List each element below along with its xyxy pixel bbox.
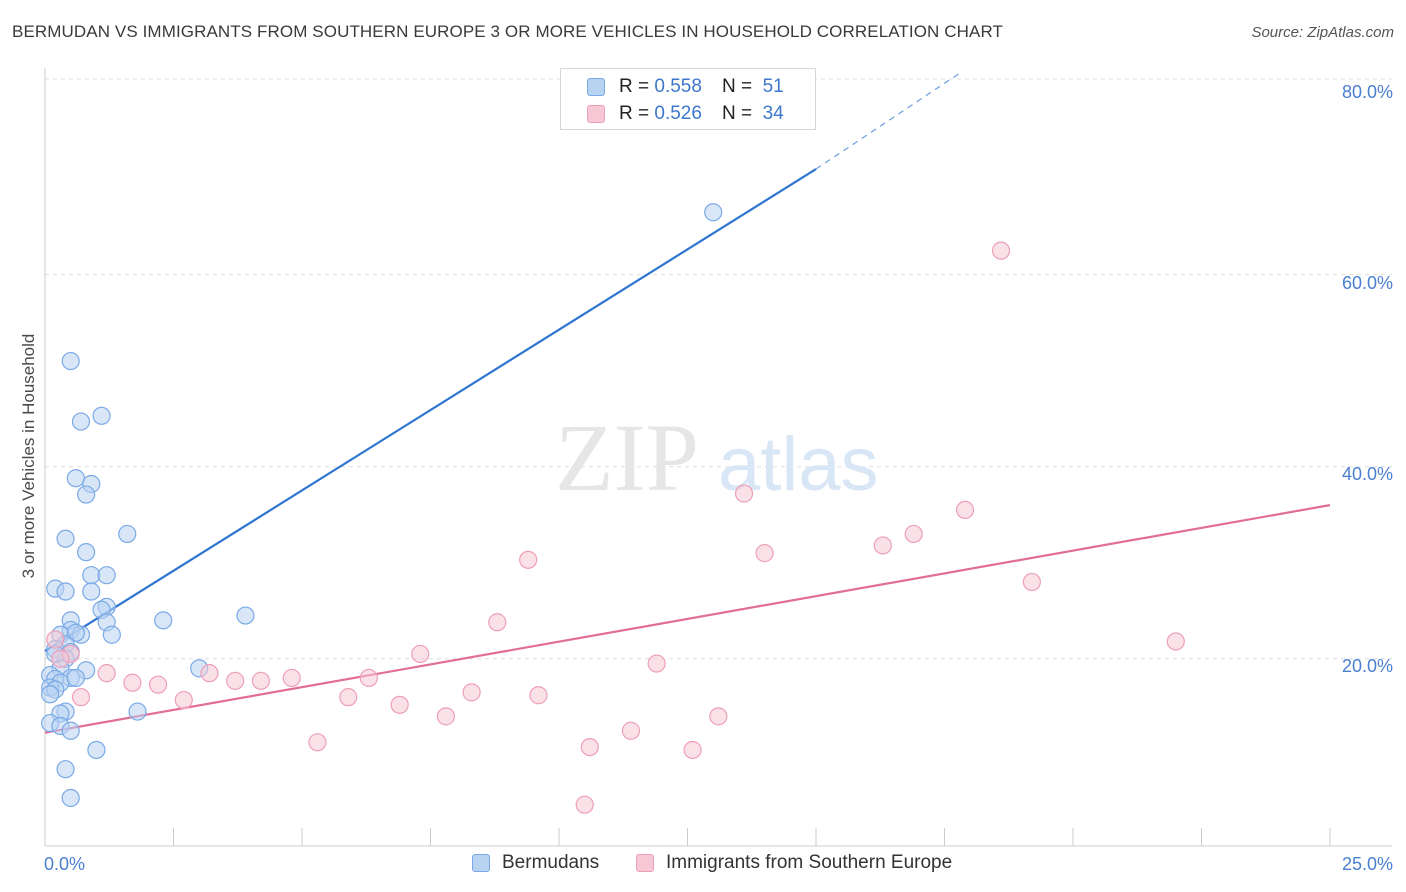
legend-n-value: 34	[762, 103, 784, 124]
immigrant-point	[755, 544, 774, 563]
immigrant-point	[123, 673, 142, 692]
bermudan-point	[92, 406, 111, 425]
immigrant-point	[390, 695, 409, 714]
immigrant-point	[200, 664, 219, 683]
y-tick-label: 40.0%	[1342, 464, 1393, 484]
bermudan-point	[128, 702, 147, 721]
bermudan-point	[82, 582, 101, 601]
bermudan-point	[61, 351, 80, 371]
legend-label-bermudans: Bermudans	[502, 852, 600, 873]
legend-swatch-blue	[472, 854, 490, 872]
bermudan-point	[61, 788, 80, 808]
immigrant-point	[71, 688, 91, 707]
y-axis-label: 3 or more Vehicles in Household	[19, 334, 38, 579]
bermudan-point	[97, 566, 116, 585]
legend-n-label: N =	[721, 76, 753, 97]
bermudan-point	[154, 611, 173, 630]
stats-legend: R = 0.558 N = 51 R = 0.526 N = 34	[560, 68, 816, 130]
y-tick-label: 20.0%	[1342, 656, 1393, 676]
bermudan-point	[77, 485, 96, 504]
legend-n-label: N =	[721, 103, 753, 124]
immigrant-point	[529, 686, 548, 705]
chart-title: BERMUDAN VS IMMIGRANTS FROM SOUTHERN EUR…	[12, 22, 1004, 41]
bermudan-point	[236, 606, 255, 625]
immigrant-point	[226, 671, 245, 690]
immigrant-point	[955, 500, 975, 520]
bermudan-point	[56, 529, 75, 548]
immigrant-point	[488, 613, 507, 632]
immigrant-point	[991, 241, 1011, 260]
immigrant-point	[411, 644, 430, 664]
immigrant-point	[580, 737, 599, 757]
immigrant-point	[148, 675, 168, 694]
data-points	[41, 203, 1185, 814]
legend-row-immigrants: R = 0.526 N = 34	[587, 102, 784, 126]
y-tick-label: 80.0%	[1342, 82, 1393, 102]
immigrant-point	[462, 683, 481, 702]
series-legend: Bermudans Immigrants from Southern Europ…	[0, 852, 1406, 878]
x-tick-label: 25.0%	[1342, 854, 1393, 874]
axis-labels: 20.0% 40.0% 60.0% 80.0% 0.0% 25.0% 3 or more V…	[19, 82, 1393, 874]
legend-r-label: R =	[619, 76, 650, 97]
bermudan-point	[56, 760, 75, 779]
trend-lines	[44, 72, 1331, 734]
legend-item-bermudans[interactable]: Bermudans	[472, 852, 599, 874]
bermudan-point	[61, 721, 80, 740]
bermudan-point	[71, 412, 91, 431]
immigrant-point	[46, 630, 65, 649]
immigrant-point	[97, 664, 116, 683]
bermudan-point	[87, 740, 106, 760]
immigrant-point	[1022, 572, 1041, 592]
legend-r-label: R =	[619, 103, 650, 124]
immigrant-point	[683, 740, 702, 760]
bermudan-point	[56, 582, 75, 601]
bermudan-point	[66, 623, 85, 642]
legend-swatch-pink	[587, 105, 605, 123]
immigrant-point	[51, 649, 70, 668]
immigrant-point	[519, 550, 538, 569]
bermudan-point	[41, 685, 60, 704]
immigrant-point	[575, 795, 594, 814]
legend-swatch-pink	[636, 854, 654, 872]
immigrant-point	[251, 671, 270, 690]
immigrant-point	[436, 707, 456, 726]
legend-label-immigrants: Immigrants from Southern Europe	[666, 852, 953, 873]
legend-item-immigrants[interactable]: Immigrants from Southern Europe	[636, 852, 952, 874]
immigrant-point	[709, 707, 728, 726]
immigrant-point	[339, 688, 358, 707]
immigrant-point	[308, 733, 327, 752]
watermark-zip: ZIP	[555, 404, 699, 511]
legend-row-bermudans: R = 0.558 N = 51	[587, 75, 784, 99]
bermudan-point	[77, 543, 96, 562]
immigrant-point	[734, 484, 754, 503]
immigrant-point	[873, 536, 892, 555]
immigrant-point	[621, 721, 641, 740]
legend-swatch-blue	[587, 78, 605, 96]
immigrant-point	[174, 690, 193, 710]
trend-line-bermudans	[44, 168, 817, 653]
y-tick-label: 60.0%	[1342, 273, 1393, 293]
immigrant-point	[1166, 632, 1185, 651]
legend-n-value: 51	[762, 76, 784, 97]
source-label: Source: ZipAtlas.com	[1251, 24, 1394, 41]
bermudan-point	[704, 203, 723, 222]
bermudan-point	[82, 566, 101, 585]
immigrant-point	[904, 524, 923, 544]
bermudan-point	[66, 469, 85, 488]
immigrant-point	[282, 668, 301, 688]
trend-line-extension	[815, 72, 961, 170]
x-tick-label: 0.0%	[44, 854, 85, 874]
grid-lines	[45, 78, 1392, 660]
trend-line-immigrants	[44, 504, 1331, 734]
immigrant-point	[359, 668, 378, 688]
bermudan-point	[118, 524, 137, 544]
immigrant-point	[647, 654, 666, 673]
legend-r-value: 0.558	[654, 76, 702, 97]
bermudan-point	[102, 625, 121, 644]
bermudan-point	[66, 668, 85, 688]
legend-r-value: 0.526	[654, 103, 702, 124]
